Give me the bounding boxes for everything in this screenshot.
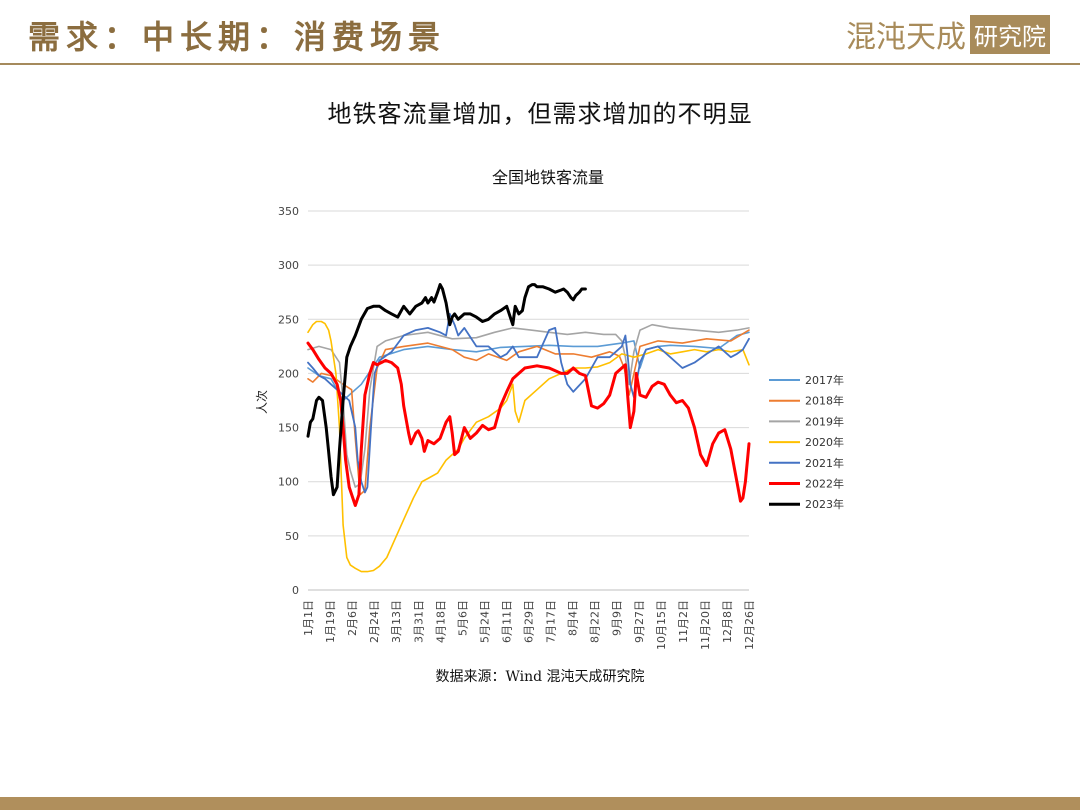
series-line-2019年 xyxy=(307,323,750,488)
series-line-2023年 xyxy=(306,283,587,497)
x-tick-label: 6月29日 xyxy=(523,600,536,643)
x-tick-label: 9月9日 xyxy=(611,600,624,636)
y-tick-labels: 0 50 100 150 200 250 300 350 xyxy=(278,205,299,597)
logo-text: 混沌天成 xyxy=(846,20,966,55)
legend-label: 2021年 xyxy=(805,456,844,470)
x-tick-label: 5月24日 xyxy=(478,600,491,643)
y-tick-label: 250 xyxy=(278,313,299,326)
y-tick-label: 300 xyxy=(278,259,299,272)
y-tick-label: 100 xyxy=(278,476,299,489)
y-tick-label: 0 xyxy=(292,584,299,597)
page-header-title: 需求：中长期：消费场景 xyxy=(28,18,447,56)
x-tick-label: 8月22日 xyxy=(589,600,602,643)
y-tick-label: 150 xyxy=(278,422,299,435)
y-axis-label: 人次 xyxy=(255,390,269,414)
legend-label: 2022年 xyxy=(805,477,844,491)
x-tick-label: 11月2日 xyxy=(677,600,690,643)
legend-label: 2019年 xyxy=(805,414,844,428)
legend-label: 2017年 xyxy=(805,373,844,387)
x-tick-labels: 1月1日 1月19日 2月6日 2月24日 3月13日 3月31日 4月18日 5月6日 5月2… xyxy=(302,600,756,650)
x-tick-label: 1月1日 xyxy=(302,600,315,636)
grid-lines xyxy=(308,210,749,591)
x-tick-label: 12月26日 xyxy=(743,600,756,650)
footer-bar xyxy=(0,797,1080,810)
company-logo: 混沌天成 研究院 xyxy=(846,14,1050,55)
series-line-2018年 xyxy=(307,329,750,496)
x-tick-label: 3月13日 xyxy=(390,600,403,643)
x-tick-label: 3月31日 xyxy=(412,600,425,643)
chart-title: 全国地铁客流量 xyxy=(492,168,604,187)
x-tick-label: 1月19日 xyxy=(324,600,337,643)
legend-label: 2020年 xyxy=(805,435,844,449)
x-tick-label: 8月4日 xyxy=(567,600,580,636)
header-divider xyxy=(0,63,1080,65)
slide-title: 地铁客流量增加，但需求增加的不明显 xyxy=(327,100,753,128)
x-tick-label: 11月20日 xyxy=(699,600,712,650)
y-tick-label: 200 xyxy=(278,367,299,380)
series-line-2020年 xyxy=(307,320,750,573)
x-tick-label: 2月24日 xyxy=(368,600,381,643)
series-line-2022年 xyxy=(306,341,751,507)
x-tick-label: 7月17日 xyxy=(545,600,558,643)
series-line-2017年 xyxy=(307,331,750,402)
data-source-note: 数据来源：Wind 混沌天成研究院 xyxy=(435,669,645,685)
legend-label: 2023年 xyxy=(805,497,844,511)
x-tick-label: 10月15日 xyxy=(655,600,668,650)
x-tick-label: 4月18日 xyxy=(434,600,447,643)
x-tick-label: 2月6日 xyxy=(346,600,359,636)
x-tick-label: 6月11日 xyxy=(500,600,513,643)
y-tick-label: 50 xyxy=(285,530,299,543)
x-tick-label: 9月27日 xyxy=(633,600,646,643)
legend-label: 2018年 xyxy=(805,394,844,408)
chart-legend: 2017年 2018年 2019年 2020年 2021年 2022年 2023年 xyxy=(769,373,844,511)
series-lines xyxy=(306,283,751,573)
y-tick-label: 350 xyxy=(278,205,299,218)
logo-box: 研究院 xyxy=(970,14,1050,54)
x-tick-label: 12月8日 xyxy=(721,600,734,643)
x-tick-label: 5月6日 xyxy=(456,600,469,636)
